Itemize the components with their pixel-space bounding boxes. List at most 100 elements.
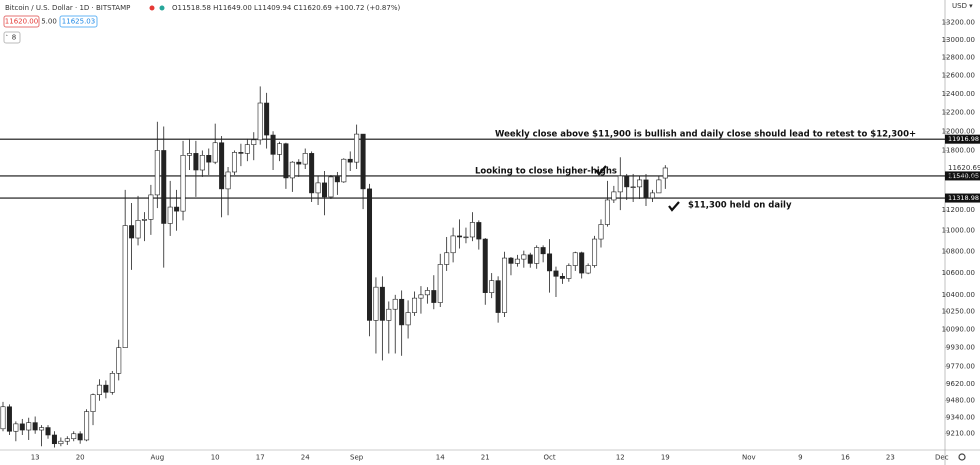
- candle-body: [225, 171, 231, 190]
- candle-body: [84, 411, 90, 441]
- candle-body: [71, 433, 77, 440]
- candle-body: [540, 247, 546, 255]
- level-tag: [945, 171, 980, 181]
- candle-body: [360, 133, 366, 190]
- x-tick-label: 21: [481, 454, 490, 462]
- candle-body: [276, 143, 282, 155]
- candle-body: [315, 182, 321, 194]
- currency[interactable]: USD ▾: [952, 2, 973, 10]
- candle-body: [399, 298, 405, 326]
- gear[interactable]: [958, 453, 966, 461]
- candle-body: [469, 222, 475, 238]
- candle-body: [392, 298, 398, 310]
- candle-body: [624, 175, 630, 188]
- candle-body: [219, 142, 225, 190]
- ask-box[interactable]: [59, 15, 98, 28]
- candle-body: [264, 102, 270, 136]
- x-tick-label: 12: [616, 454, 625, 462]
- candle-body: [257, 102, 263, 141]
- x-tick-label: Nov: [742, 454, 756, 462]
- x-tick-label: Dec: [935, 454, 949, 462]
- x-tick-label: 16: [841, 454, 850, 462]
- candle-body: [534, 247, 540, 264]
- candle-body: [58, 440, 64, 445]
- candle-body: [141, 219, 147, 221]
- candle-body: [450, 235, 456, 254]
- candle-body: [643, 179, 649, 199]
- candle-body: [611, 191, 617, 201]
- candle-body: [617, 175, 623, 193]
- indicator-count: 8: [12, 34, 16, 42]
- candle-body: [174, 206, 180, 212]
- candle-body: [270, 134, 276, 155]
- candle-body: [6, 406, 12, 432]
- y-tick-label: 10800.00: [942, 248, 975, 256]
- candle-body: [585, 265, 591, 274]
- x-tick-label: 23: [886, 454, 895, 462]
- candle-body: [630, 186, 636, 188]
- candle-body: [386, 308, 392, 321]
- level-tag-label: 11318.98: [948, 194, 979, 202]
- ohlc-readout: O11518.58 H11649.00 L11409.94 C11620.69 …: [172, 4, 400, 12]
- y-tick-label: 11200.00: [942, 206, 975, 214]
- candle-body: [334, 176, 340, 183]
- x-tick-label: Sep: [350, 454, 364, 462]
- candle-body: [354, 133, 360, 163]
- level-tag-label: 11916.98: [948, 135, 979, 143]
- annotation: Looking to close higher-highs: [475, 167, 617, 177]
- candle-body: [90, 394, 96, 412]
- candle-body: [482, 238, 488, 293]
- y-tick-label: 9620.00: [946, 380, 975, 388]
- candle-body: [206, 155, 212, 163]
- candle-body: [231, 152, 237, 173]
- candle-body: [521, 254, 527, 260]
- candle-body: [572, 252, 578, 266]
- candle-body: [26, 422, 32, 431]
- x-tick-label: 20: [76, 454, 85, 462]
- annotation: Weekly close above $11,900 is bullish an…: [495, 130, 916, 140]
- candle-body: [51, 434, 57, 445]
- y-tick-label: 12800.00: [942, 53, 975, 61]
- candle-body: [437, 264, 443, 303]
- candle-body: [39, 427, 45, 431]
- indicator-toggle[interactable]: [3, 31, 21, 44]
- y-tick-label: 10090.00: [942, 325, 975, 333]
- x-tick-label: 17: [256, 454, 265, 462]
- y-tick-label: 12000.00: [942, 127, 975, 135]
- candle-body: [489, 280, 495, 293]
- candle-body: [579, 252, 585, 274]
- y-tick-label: 11000.00: [942, 227, 975, 235]
- candle-body: [296, 161, 302, 165]
- settings-icon[interactable]: [958, 453, 966, 461]
- candle-body: [367, 188, 373, 321]
- candle-body: [0, 406, 6, 430]
- candle-body: [238, 152, 244, 154]
- candle-body: [212, 142, 218, 163]
- candle-body: [13, 423, 19, 432]
- candle-body: [116, 347, 122, 374]
- spread: 5.00: [41, 18, 57, 26]
- y-tick-label: 10250.00: [942, 307, 975, 315]
- x-tick-label: 24: [301, 454, 310, 462]
- y-tick-label: 9340.00: [946, 414, 975, 422]
- candle-body: [302, 153, 308, 165]
- candle-body: [502, 257, 508, 313]
- symbol: Bitcoin / U.S. Dollar · 1D · BITSTAMP: [5, 4, 130, 12]
- candle-body: [553, 270, 559, 277]
- candle-body: [656, 179, 662, 194]
- candle-body: [508, 257, 514, 264]
- candle-body: [96, 384, 102, 396]
- bid-box[interactable]: [3, 15, 40, 28]
- y-tick-label: 11800.00: [942, 146, 975, 154]
- level-tag: [945, 193, 980, 203]
- x-tick-label: Aug: [150, 454, 164, 462]
- candle-body: [431, 290, 437, 303]
- candle-body: [167, 206, 173, 224]
- y-tick-label: 10400.00: [942, 291, 975, 299]
- candle-body: [148, 194, 154, 220]
- candle-body: [45, 427, 51, 436]
- y-tick-label: 12200.00: [942, 108, 975, 116]
- status-dot: [149, 5, 155, 11]
- candle-body: [662, 167, 668, 179]
